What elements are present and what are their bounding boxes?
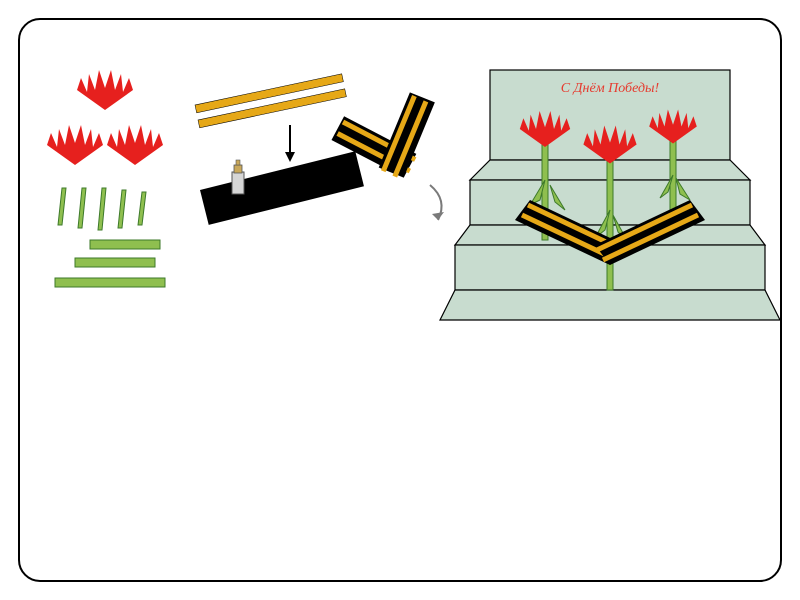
flower-head-3 xyxy=(107,125,163,165)
panel-final-card: С Днём Победы! xyxy=(440,70,780,320)
flower-head-1 xyxy=(77,70,133,110)
panel-fold xyxy=(325,85,455,220)
ribbon-base xyxy=(200,151,364,225)
slide-frame: С Днём Победы! xyxy=(18,18,782,582)
card-title: С Днём Победы! xyxy=(561,81,660,96)
leaves xyxy=(58,188,146,230)
stems xyxy=(55,240,165,287)
panel-ribbon xyxy=(195,74,364,225)
rotate-arrow-icon xyxy=(430,185,444,220)
glue-icon xyxy=(232,160,244,194)
arrow-down-icon xyxy=(285,125,295,162)
diagram-svg: С Днём Победы! xyxy=(20,20,780,580)
flower-head-2 xyxy=(47,125,103,165)
panel-materials xyxy=(47,70,165,287)
